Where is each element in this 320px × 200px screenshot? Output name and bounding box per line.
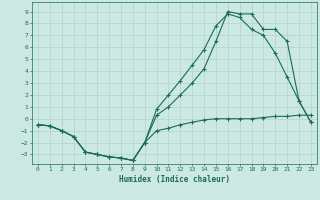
X-axis label: Humidex (Indice chaleur): Humidex (Indice chaleur) — [119, 175, 230, 184]
